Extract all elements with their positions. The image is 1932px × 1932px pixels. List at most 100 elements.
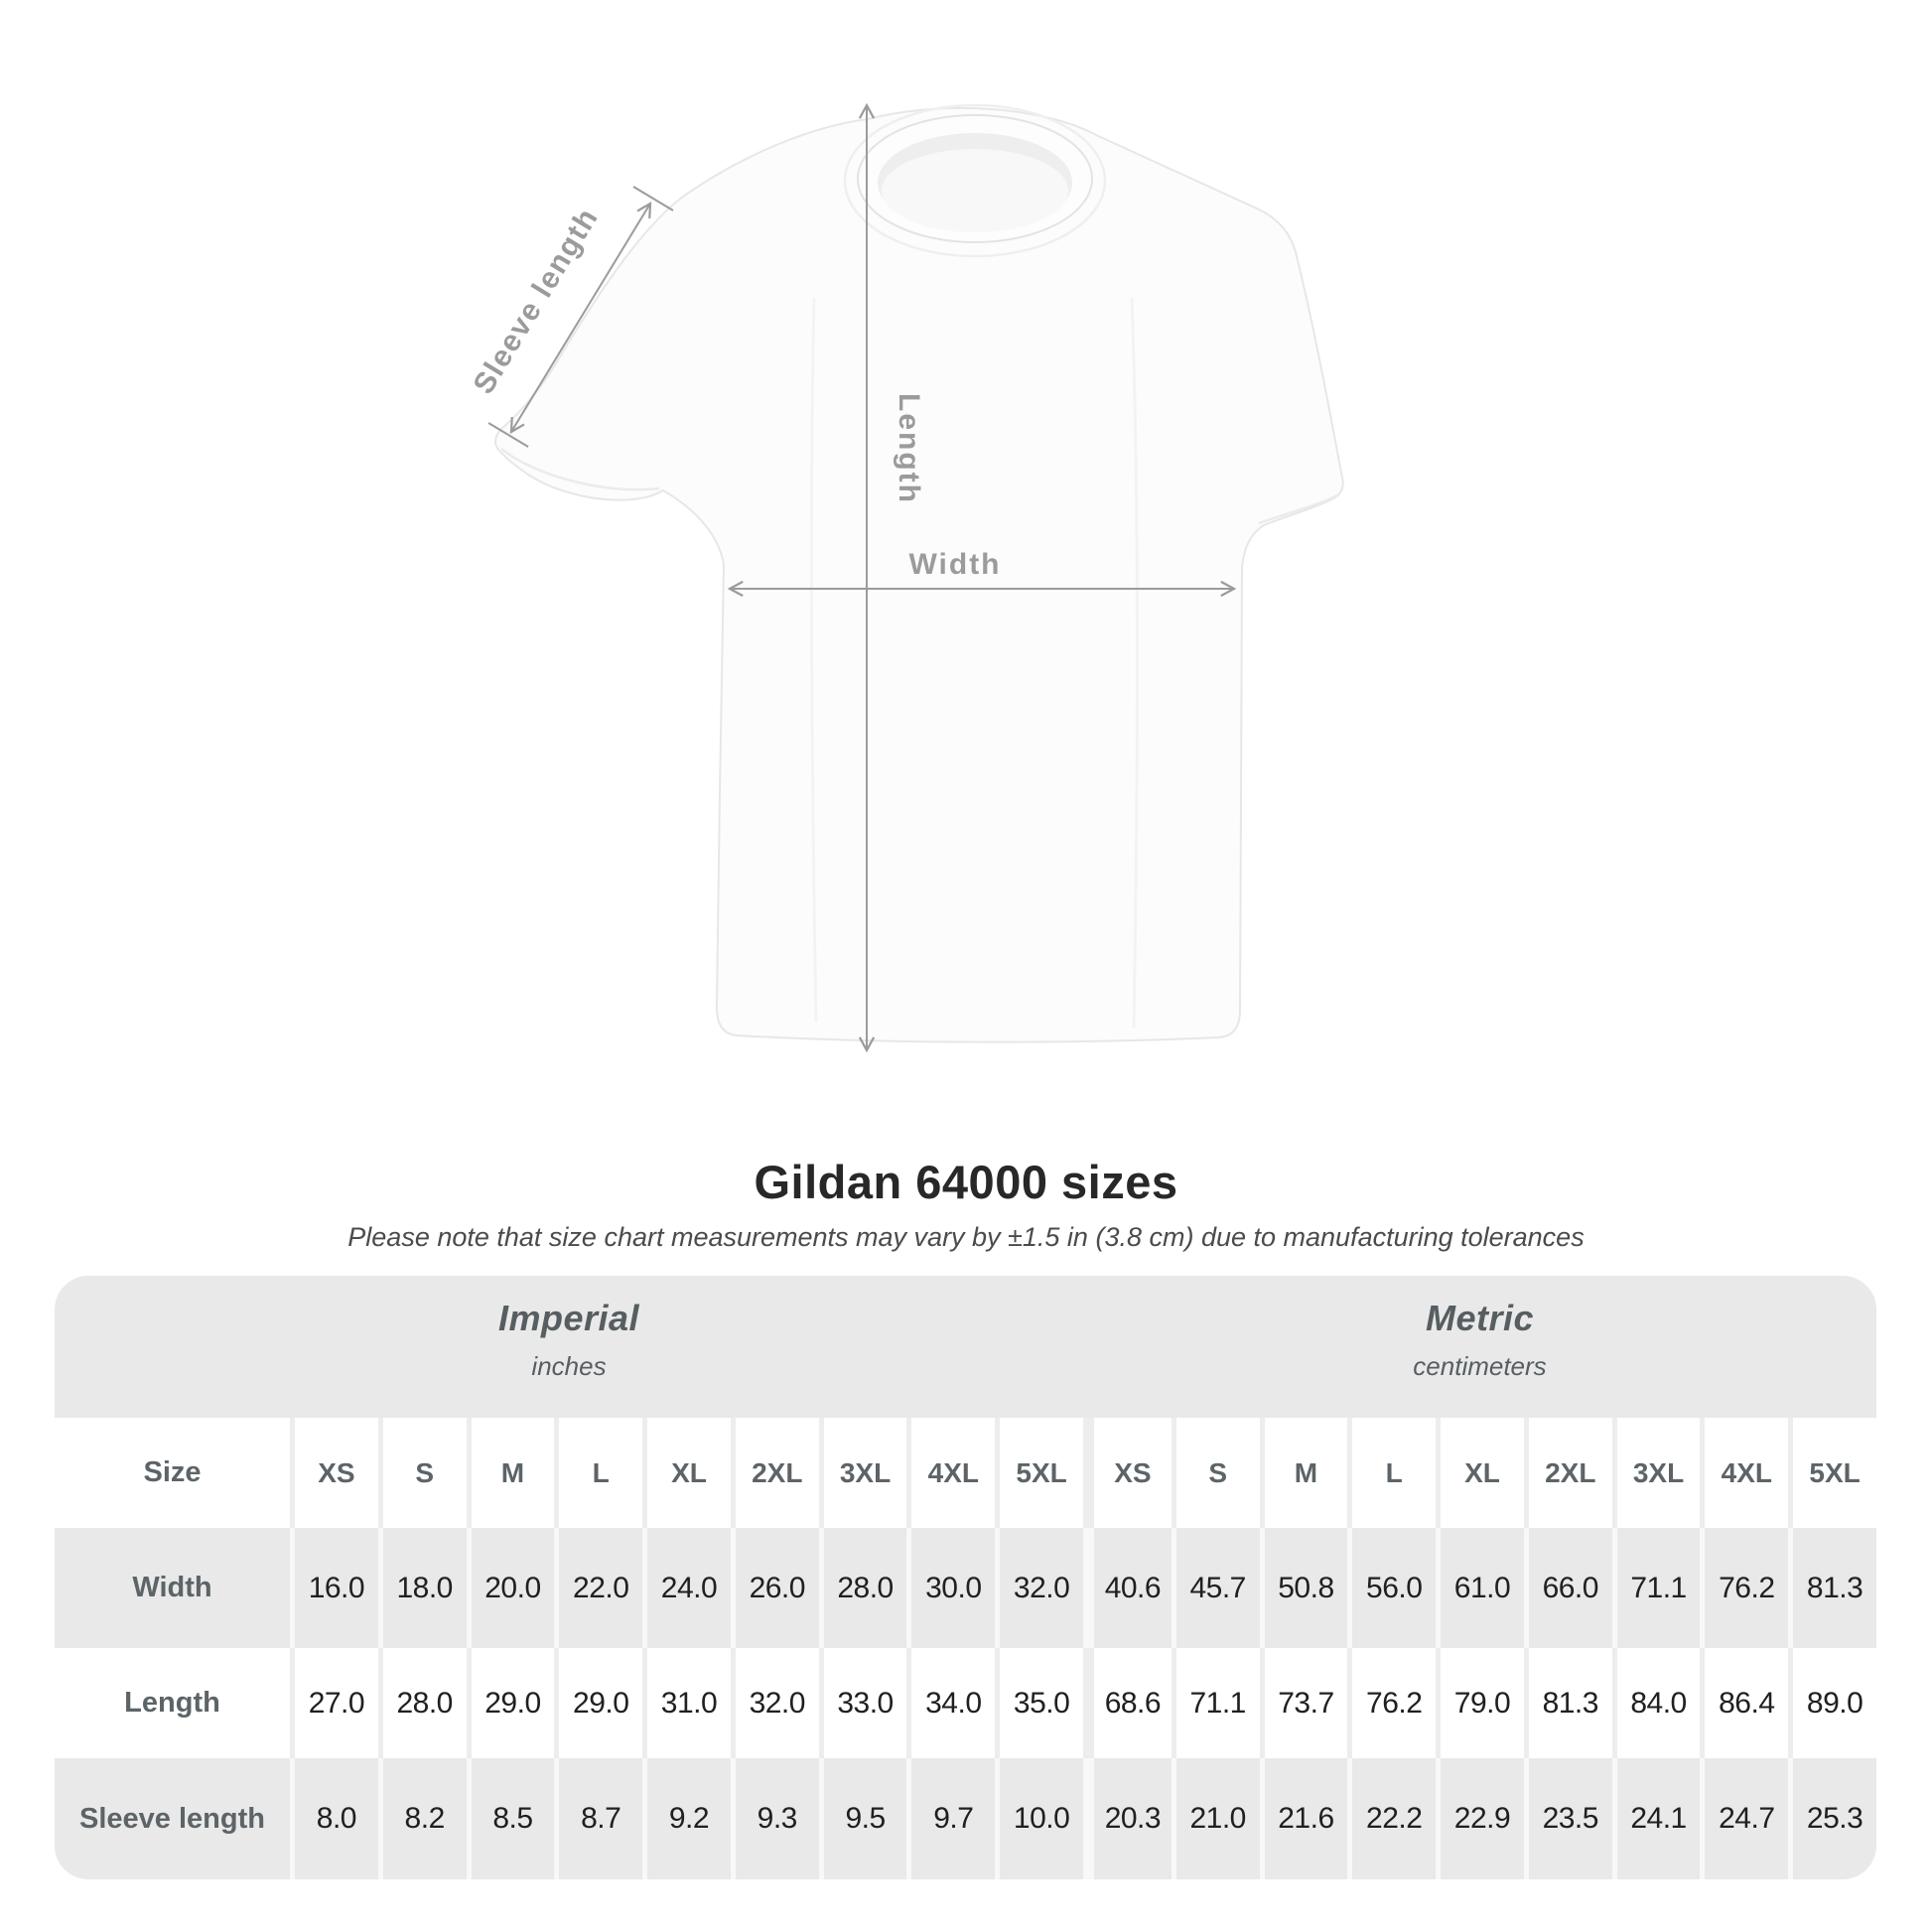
row-label: Length — [55, 1648, 290, 1758]
measurement-value-cell: 71.1 — [1611, 1528, 1701, 1648]
measurement-value-cell: 34.0 — [906, 1648, 996, 1758]
measurement-value-cell: 81.3 — [1788, 1528, 1876, 1648]
size-col-header: 5XL — [1788, 1418, 1876, 1528]
measurement-value-cell: 28.0 — [818, 1528, 907, 1648]
measurement-value-cell: 20.3 — [1083, 1758, 1172, 1879]
measurement-value-cell: 8.2 — [377, 1758, 467, 1879]
measurement-value-cell: 24.1 — [1611, 1758, 1701, 1879]
row-label: Width — [55, 1528, 290, 1648]
measurement-value-cell: 40.6 — [1083, 1528, 1172, 1648]
measurement-value-cell: 79.0 — [1436, 1648, 1524, 1758]
size-corner-label: Size — [55, 1418, 290, 1528]
tshirt-body — [494, 106, 1344, 1043]
size-col-header: XS — [290, 1418, 378, 1528]
page-title: Gildan 64000 sizes — [754, 1156, 1178, 1209]
measurement-value-cell: 27.0 — [290, 1648, 378, 1758]
size-col-header: 2XL — [730, 1418, 819, 1528]
measurement-value-cell: 56.0 — [1347, 1528, 1437, 1648]
imperial-group-header: Imperial inches — [55, 1276, 1083, 1418]
measurement-value-cell: 24.0 — [642, 1528, 731, 1648]
shirt-svg: Length Width Sleeve length — [467, 102, 1344, 1053]
width-measure-arrow: Width — [727, 548, 1237, 598]
size-col-header: M — [466, 1418, 555, 1528]
measurement-value-cell: 22.0 — [554, 1528, 643, 1648]
measurement-value-cell: 9.2 — [642, 1758, 731, 1879]
size-col-header: XL — [1436, 1418, 1524, 1528]
measurement-value-cell: 9.5 — [818, 1758, 907, 1879]
measurement-value-cell: 35.0 — [995, 1648, 1083, 1758]
measurement-value-cell: 18.0 — [377, 1528, 467, 1648]
row-label: Sleeve length — [55, 1758, 290, 1879]
size-col-header: S — [1171, 1418, 1260, 1528]
tolerance-note: Please note that size chart measurements… — [347, 1222, 1585, 1252]
imperial-group-units: inches — [531, 1351, 607, 1381]
measurement-value-cell: 20.0 — [466, 1528, 555, 1648]
size-col-header: 2XL — [1523, 1418, 1612, 1528]
measurement-value-cell: 28.0 — [377, 1648, 467, 1758]
size-table: Imperial inches Metric centimeters Size X… — [55, 1276, 1876, 1879]
measurement-value-cell: 30.0 — [906, 1528, 996, 1648]
size-col-header: S — [377, 1418, 467, 1528]
measurement-value-cell: 71.1 — [1171, 1648, 1260, 1758]
measurement-value-cell: 33.0 — [818, 1648, 907, 1758]
length-measure-arrow: Length — [858, 102, 925, 1053]
measurement-value-cell: 9.3 — [730, 1758, 819, 1879]
measurement-value-cell: 25.3 — [1788, 1758, 1876, 1879]
measurement-value-cell: 29.0 — [554, 1648, 643, 1758]
collar-back — [882, 149, 1068, 232]
size-col-header: 3XL — [818, 1418, 907, 1528]
measurement-value-cell: 8.5 — [466, 1758, 555, 1879]
measurement-value-cell: 21.6 — [1259, 1758, 1348, 1879]
measurement-value-cell: 10.0 — [995, 1758, 1083, 1879]
measurement-value-cell: 9.7 — [906, 1758, 996, 1879]
size-col-header: L — [554, 1418, 643, 1528]
fold-line-left — [809, 297, 818, 1024]
size-col-header: 5XL — [995, 1418, 1083, 1528]
metric-group-title: Metric — [1425, 1298, 1535, 1338]
metric-group-header: Metric centimeters — [1083, 1276, 1876, 1418]
width-label: Width — [908, 548, 1001, 581]
size-col-header: L — [1347, 1418, 1437, 1528]
measurement-value-cell: 32.0 — [730, 1648, 819, 1758]
measurement-value-cell: 81.3 — [1523, 1648, 1612, 1758]
measurement-value-cell: 8.0 — [290, 1758, 378, 1879]
measurement-value-cell: 89.0 — [1788, 1648, 1876, 1758]
collar-seam — [843, 103, 1107, 258]
measurement-value-cell: 22.9 — [1436, 1758, 1524, 1879]
length-label: Length — [893, 393, 925, 504]
measurement-value-cell: 68.6 — [1083, 1648, 1172, 1758]
measurement-value-cell: 86.4 — [1700, 1648, 1789, 1758]
size-col-header: 4XL — [1700, 1418, 1789, 1528]
metric-group-units: centimeters — [1413, 1351, 1547, 1381]
measurement-value-cell: 23.5 — [1523, 1758, 1612, 1879]
measurement-value-cell: 22.2 — [1347, 1758, 1437, 1879]
measurement-value-cell: 26.0 — [730, 1528, 819, 1648]
measurement-value-cell: 21.0 — [1171, 1758, 1260, 1879]
measurement-value-cell: 29.0 — [466, 1648, 555, 1758]
size-col-header: M — [1259, 1418, 1348, 1528]
measurement-value-cell: 8.7 — [554, 1758, 643, 1879]
measurement-value-cell: 50.8 — [1259, 1528, 1348, 1648]
size-col-header: XS — [1083, 1418, 1172, 1528]
size-col-header: XL — [642, 1418, 731, 1528]
measurement-value-cell: 61.0 — [1436, 1528, 1524, 1648]
imperial-group-title: Imperial — [497, 1298, 640, 1338]
measurement-value-cell: 24.7 — [1700, 1758, 1789, 1879]
measurement-value-cell: 76.2 — [1700, 1528, 1789, 1648]
measurement-value-cell: 45.7 — [1171, 1528, 1260, 1648]
size-col-header: 4XL — [906, 1418, 996, 1528]
measurement-value-cell: 73.7 — [1259, 1648, 1348, 1758]
measurement-value-cell: 76.2 — [1347, 1648, 1437, 1758]
measurement-value-cell: 31.0 — [642, 1648, 731, 1758]
tshirt-graphic — [494, 103, 1344, 1043]
measurement-value-cell: 66.0 — [1523, 1528, 1612, 1648]
shirt-measurement-figure: Length Width Sleeve length — [467, 102, 1344, 1053]
measurement-value-cell: 84.0 — [1611, 1648, 1701, 1758]
right-cuff-seam — [1258, 492, 1340, 525]
measurement-value-cell: 32.0 — [995, 1528, 1083, 1648]
measurement-value-cell: 16.0 — [290, 1528, 378, 1648]
left-cuff-seam — [500, 448, 660, 491]
size-table-grid: Imperial inches Metric centimeters Size X… — [55, 1276, 1876, 1879]
fold-line-right — [1130, 297, 1139, 1029]
